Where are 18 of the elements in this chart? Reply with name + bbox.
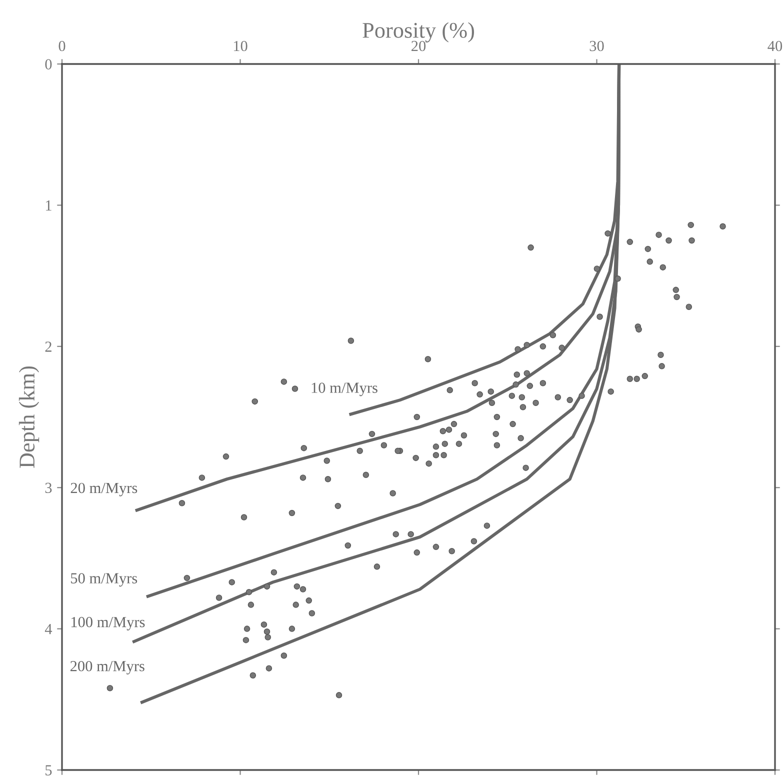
series-label: 50 m/Myrs [71,573,138,587]
x-tick-label: 30 [590,40,604,52]
y-tick-label: 5 [46,765,52,776]
series-label: 100 m/Myrs [71,616,145,630]
x-tick-label: 0 [58,40,66,52]
y-axis-title: Depth (km) [18,366,40,468]
y-tick-label: 3 [45,482,52,494]
y-tick-label: 4 [44,624,52,634]
x-tick-label: 10 [234,40,248,52]
series-label: 20 m/Myrs [70,482,138,496]
series-label: 200 m/Myrs [70,660,144,674]
y-tick-label: 1 [46,200,52,210]
x-tick-label: 20 [412,40,426,52]
x-tick-label: 40 [768,40,782,52]
y-tick-label: 2 [45,342,52,352]
y-tick-label: 0 [45,59,52,70]
x-axis-title: Porosity (%) [362,22,474,42]
series-label: 10 m/Myrs [312,382,378,396]
